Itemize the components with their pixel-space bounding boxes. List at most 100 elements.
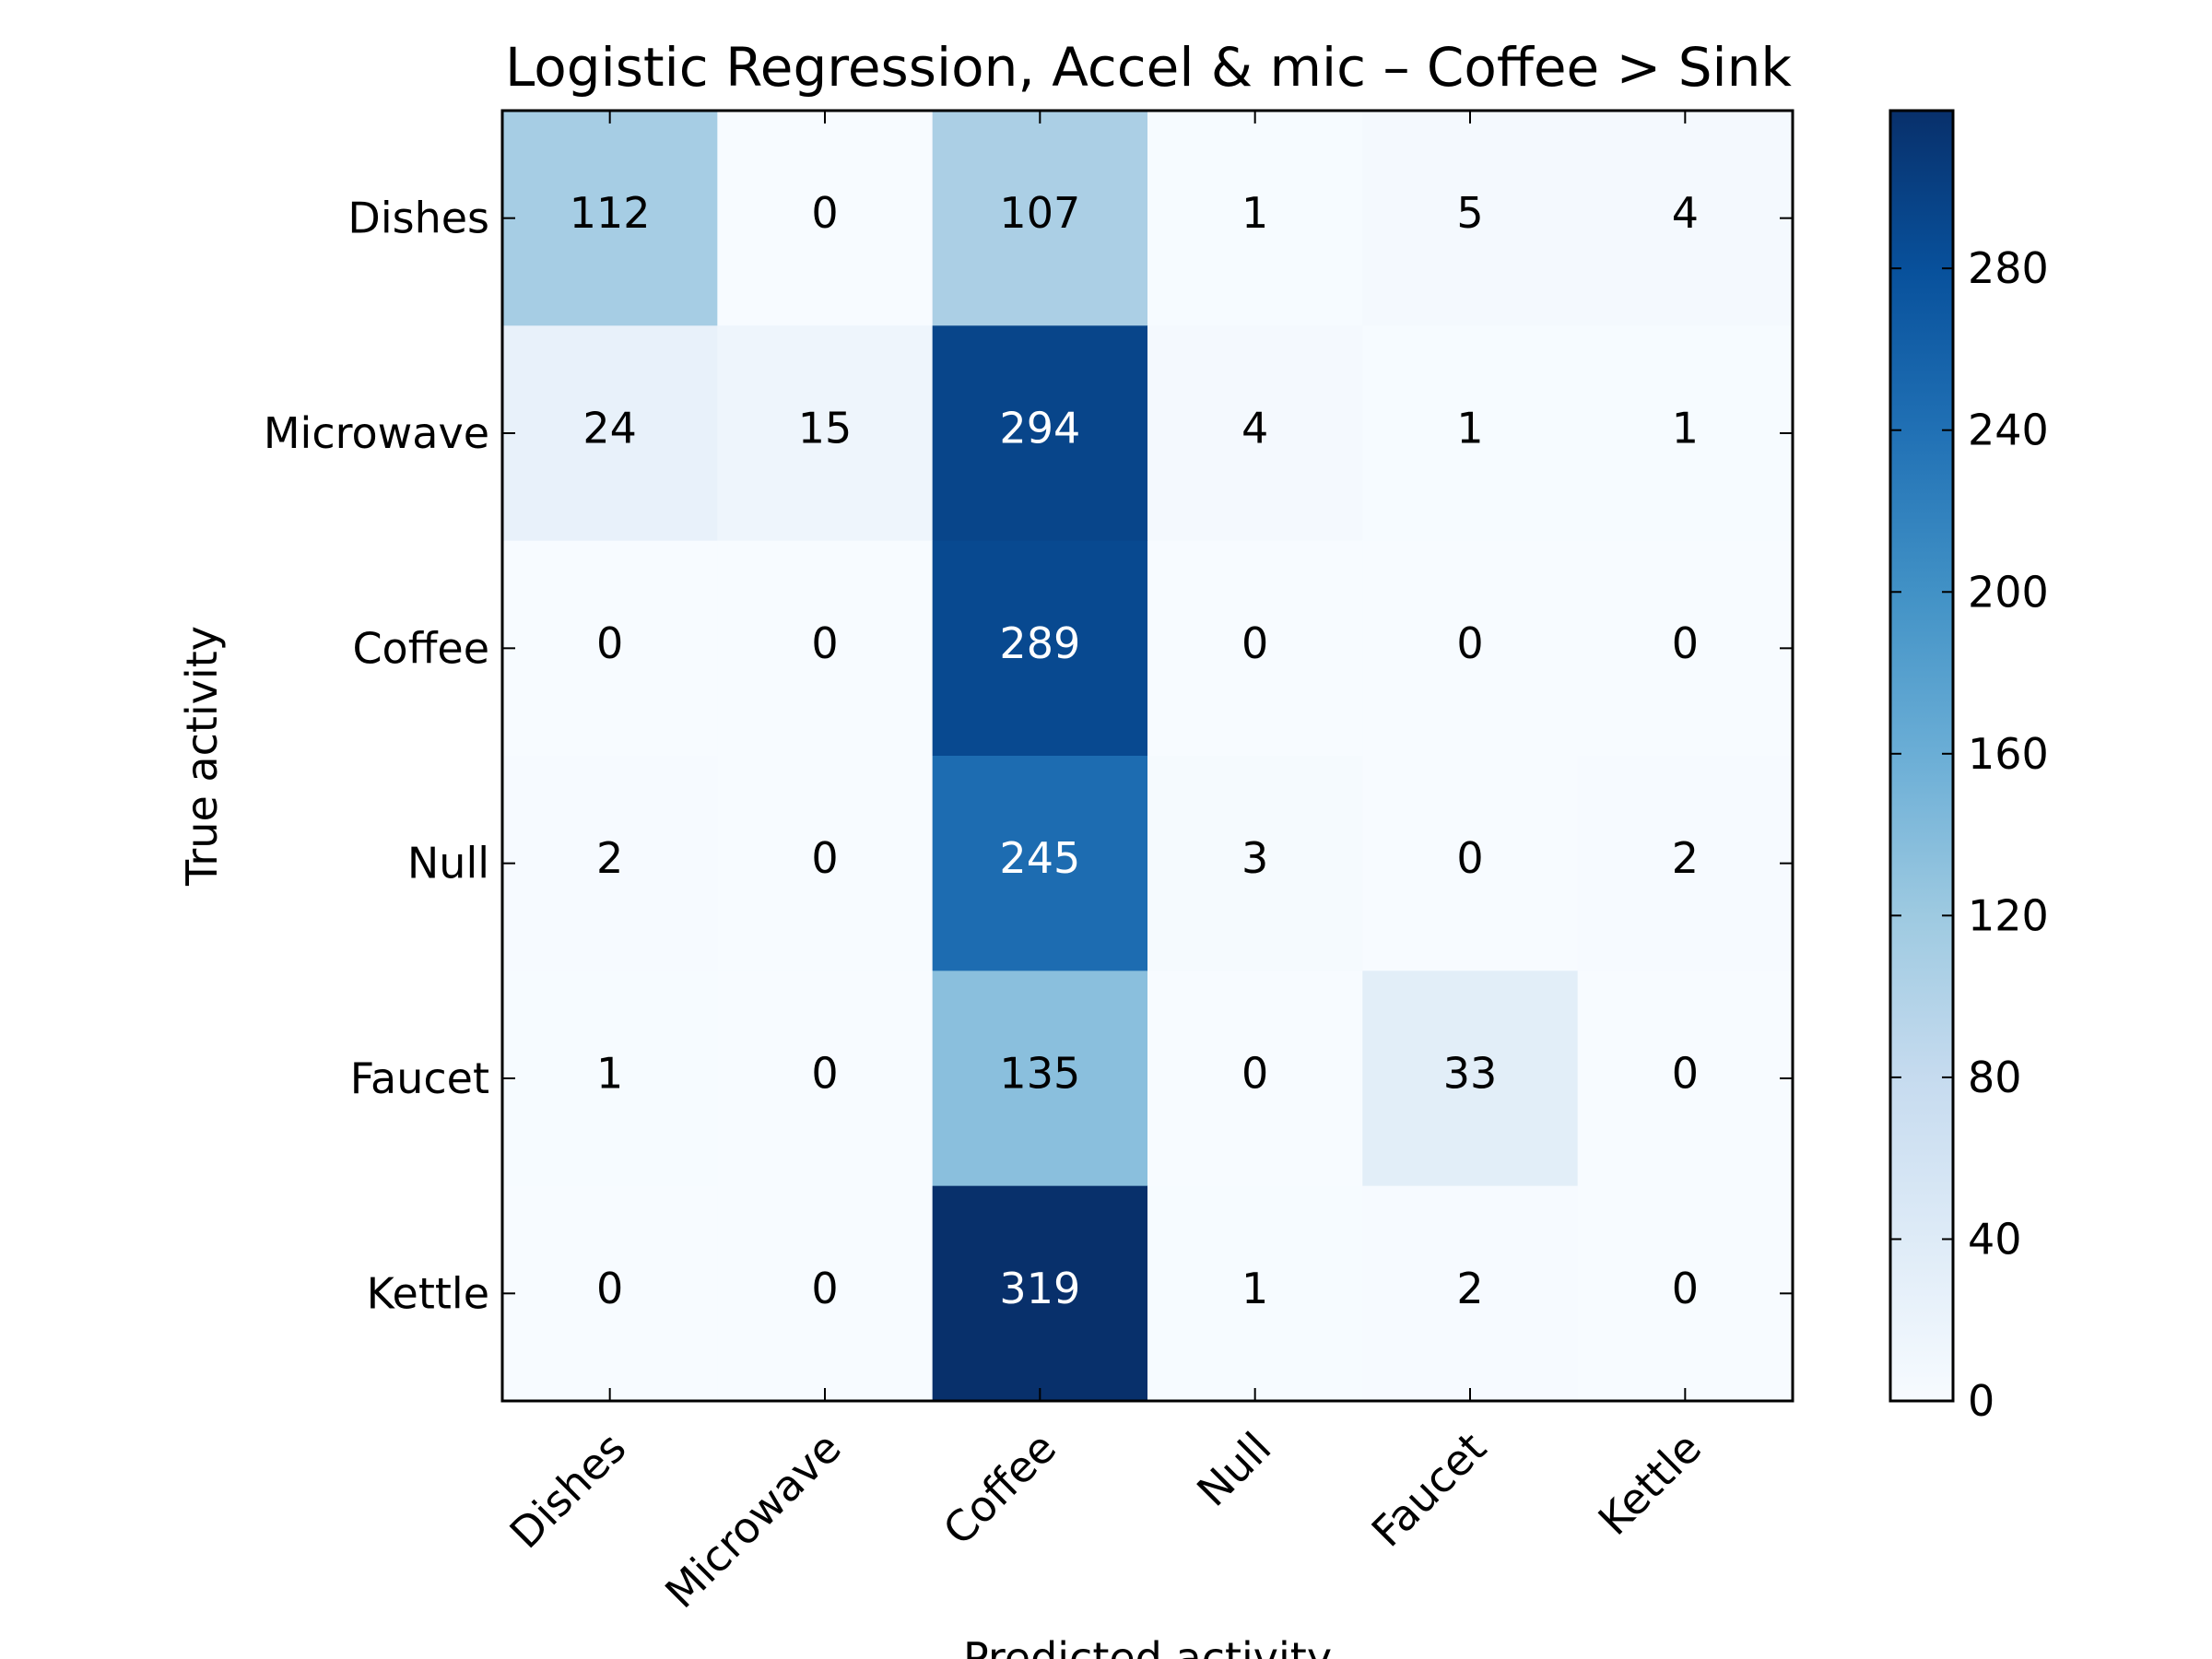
heatmap-cell — [1577, 971, 1794, 1187]
heatmap-cell — [1147, 1185, 1363, 1402]
heatmap-cell — [1577, 540, 1794, 757]
cell-value-label: 4 — [1241, 404, 1268, 453]
heatmap-cell — [502, 325, 718, 542]
heatmap-cell — [1362, 540, 1579, 757]
cell-value-label: 1 — [1241, 1264, 1268, 1313]
cell-value-label: 0 — [1241, 618, 1268, 668]
cell-value-label: 1 — [596, 1049, 623, 1099]
heatmap-cell — [932, 540, 1148, 757]
heatmap-cells — [502, 111, 1794, 1402]
heatmap-cell — [717, 971, 934, 1187]
cell-value-label: 1 — [1241, 188, 1268, 238]
heatmap-cell — [932, 111, 1148, 326]
heatmap-cell — [1147, 325, 1363, 542]
cell-value-label: 0 — [811, 1049, 838, 1099]
colorbar-tick-label: 0 — [1968, 1376, 1994, 1426]
cell-value-label: 112 — [570, 188, 651, 238]
heatmap-cell — [1577, 325, 1794, 542]
cell-value-label: 0 — [1672, 1264, 1699, 1313]
y-tick-label: Dishes — [347, 194, 489, 243]
cell-value-label: 3 — [1241, 833, 1268, 883]
cell-value-label: 0 — [596, 618, 623, 668]
colorbar-tick-label: 120 — [1968, 890, 2049, 940]
axis-ticks — [502, 111, 1793, 1401]
heatmap-cell — [1147, 756, 1363, 971]
colorbar-tick-label: 240 — [1968, 406, 2049, 455]
x-tick-label: Dishes — [500, 1423, 636, 1559]
cell-value-label: 245 — [999, 833, 1080, 883]
heatmap-cell — [932, 1185, 1148, 1402]
heatmap-cell — [717, 540, 934, 757]
x-tick-label: Kettle — [1589, 1423, 1711, 1545]
heatmap-cell — [1362, 111, 1579, 326]
heatmap-cell — [1577, 756, 1794, 971]
heatmap-cell — [1147, 540, 1363, 757]
cell-value-label: 0 — [811, 833, 838, 883]
cell-value-label: 24 — [582, 404, 637, 453]
cell-value-label: 2 — [1456, 1264, 1483, 1313]
heatmap-cell — [1362, 756, 1579, 971]
colorbar-tick-label: 200 — [1968, 567, 2049, 617]
heatmap-cell — [1147, 971, 1363, 1187]
heatmap-cell — [1362, 1185, 1579, 1402]
cell-value-label: 33 — [1443, 1049, 1498, 1099]
plot-frame — [500, 109, 1794, 1403]
heatmap-cell — [717, 1185, 934, 1402]
cell-value-label: 0 — [811, 618, 838, 668]
cell-value-label: 4 — [1672, 188, 1699, 238]
heatmap-cell — [1147, 111, 1363, 326]
y-tick-label: Null — [407, 839, 489, 888]
y-tick-label: Faucet — [350, 1053, 489, 1103]
cell-value-label: 2 — [1672, 833, 1699, 883]
cell-value-label: 0 — [596, 1264, 623, 1313]
cell-value-label: 1 — [1672, 404, 1699, 453]
heatmap-cell — [502, 756, 718, 971]
heatmap-cell — [502, 971, 718, 1187]
cell-value-label: 0 — [1456, 833, 1483, 883]
heatmap-cell — [1577, 1185, 1794, 1402]
y-tick-label: Kettle — [367, 1268, 489, 1318]
heatmap-cell — [932, 325, 1148, 542]
cell-value-label: 1 — [1456, 404, 1483, 453]
y-axis-label: True activity — [177, 626, 227, 887]
cell-value-label: 107 — [999, 188, 1080, 238]
cell-value-label: 0 — [811, 188, 838, 238]
heatmap-cell — [502, 111, 718, 326]
cell-value-label: 0 — [1241, 1049, 1268, 1099]
colorbar-tick-label: 280 — [1968, 243, 2049, 293]
heatmap-cell — [502, 540, 718, 757]
heatmap-cell — [1577, 111, 1794, 326]
heatmap-cell — [717, 756, 934, 971]
heatmap-cell — [717, 111, 934, 326]
chart-title: Logistic Regression, Accel & mic – Coffe… — [505, 36, 1792, 99]
cell-value-label: 135 — [999, 1049, 1080, 1099]
cell-value-label: 5 — [1456, 188, 1483, 238]
y-tick-label: Microwave — [264, 408, 489, 458]
cell-value-label: 0 — [1672, 1049, 1699, 1099]
x-axis-label: Predicted activity — [963, 1633, 1332, 1659]
heatmap-cell — [932, 756, 1148, 971]
cell-value-label: 0 — [1672, 618, 1699, 668]
x-tick-labels: Dishes Microwave Coffee Null Faucet Kettle — [500, 1423, 1711, 1618]
heatmap-cell — [717, 325, 934, 542]
x-tick-label: Coffee — [934, 1423, 1065, 1555]
cell-value-label: 289 — [999, 618, 1080, 668]
cell-value-label: 0 — [1456, 618, 1483, 668]
cell-value-label: 294 — [999, 404, 1080, 453]
cell-value-label: 0 — [811, 1264, 838, 1313]
heatmap-cell — [1362, 971, 1579, 1187]
colorbar-tick-label: 40 — [1968, 1214, 2022, 1264]
y-tick-label: Coffee — [352, 623, 489, 673]
heatmap-cell — [932, 971, 1148, 1187]
x-tick-label: Null — [1187, 1423, 1280, 1516]
cell-value-label: 2 — [596, 833, 623, 883]
x-tick-label: Microwave — [655, 1423, 851, 1618]
colorbar — [1888, 109, 1955, 1403]
colorbar-tick-label: 160 — [1968, 729, 2049, 779]
heatmap-cell — [1362, 325, 1579, 542]
cell-value-label: 15 — [798, 404, 853, 453]
x-tick-label: Faucet — [1362, 1423, 1496, 1557]
heatmap-cell — [502, 1185, 718, 1402]
